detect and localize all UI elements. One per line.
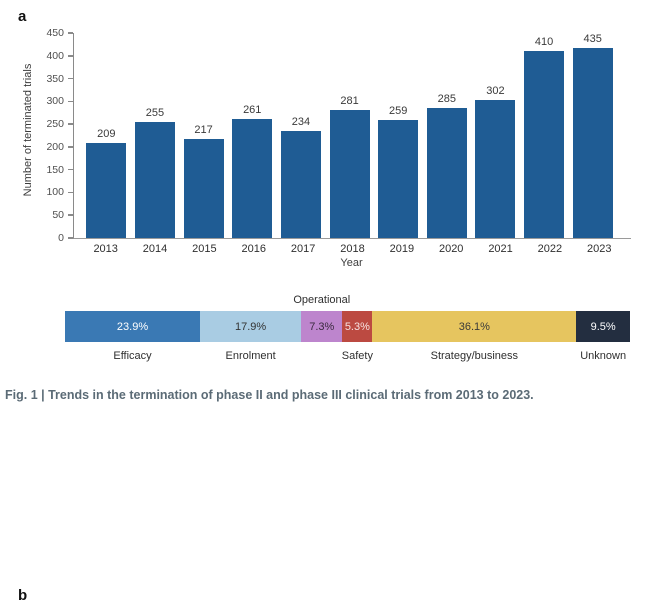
bar-slot: 255 <box>131 33 180 238</box>
x-tick-label: 2016 <box>241 243 266 255</box>
bar <box>524 51 565 238</box>
bar-slot: 234 <box>277 33 326 238</box>
segment-label: Safety <box>341 350 373 362</box>
panel-a-label: a <box>18 8 27 25</box>
tick-mark <box>68 237 73 239</box>
bar-slot: 285 <box>422 33 471 238</box>
bar-value-label: 281 <box>340 95 359 107</box>
bar-slot: 261 <box>228 33 277 238</box>
segment-label: Enrolment <box>225 350 276 362</box>
tick-mark <box>68 191 73 194</box>
x-tick-label: 2020 <box>438 243 464 255</box>
bar-slot: 281 <box>325 33 374 238</box>
x-tick-label: 2022 <box>537 243 563 255</box>
y-tick-label: 450 <box>46 27 64 39</box>
bar <box>280 131 321 238</box>
plot-area: 0 50 100 150 200 250 300 350 400 450 209 255 217 261… <box>46 27 631 244</box>
x-tick-label: 2018 <box>340 243 365 255</box>
y-tick-label: 350 <box>46 72 64 85</box>
x-tick-label: 2013 <box>93 243 118 255</box>
bar-slot: 259 <box>374 33 423 238</box>
terminated-trials-bar-chart: a Number of terminated trials 0 50 100 150 2… <box>0 0 650 275</box>
segment-label: Strategy/business <box>430 350 519 362</box>
stack-segment: 36.1% <box>372 311 577 342</box>
stack-segment: 7.3% <box>301 311 343 342</box>
bar-slot: 302 <box>471 33 520 238</box>
bar-value-label: 435 <box>583 33 602 45</box>
tick-mark <box>68 214 73 216</box>
bar-slot: 209 <box>82 33 131 238</box>
bar <box>232 119 273 238</box>
stack-segment: 9.5% <box>576 311 630 342</box>
x-tick-label: 2014 <box>142 243 168 255</box>
bar <box>378 120 419 238</box>
segment-label: Efficacy <box>113 350 152 362</box>
bar <box>329 110 370 238</box>
bar-value-label: 259 <box>388 105 408 118</box>
y-tick-label: 400 <box>46 49 64 62</box>
y-tick-label: 250 <box>46 118 64 131</box>
x-tick-label: 2015 <box>192 243 217 255</box>
bar-value-label: 255 <box>145 106 165 119</box>
tick-mark <box>68 77 73 80</box>
x-tick-label: 2017 <box>290 243 316 255</box>
bar <box>134 121 175 238</box>
y-tick-label: 300 <box>46 95 64 108</box>
bar-value-label: 285 <box>437 93 456 106</box>
y-tick-label: 150 <box>46 163 64 176</box>
figure-caption: Fig. 1 | Trends in the termination of ph… <box>5 388 534 402</box>
stack-segment: 17.9% <box>200 311 302 342</box>
x-axis-ticks: 2013 2014 2015 2016 2017 2018 2019 2020 2021 2022… <box>81 243 624 255</box>
tick-mark <box>68 146 73 148</box>
bar-value-label: 209 <box>97 127 116 140</box>
tick-mark <box>68 32 73 34</box>
tick-mark <box>68 123 73 125</box>
bar <box>183 139 224 238</box>
stack-segment: 23.9% <box>65 311 201 342</box>
bar-slot: 435 <box>568 33 617 238</box>
bar-value-label: 234 <box>291 116 311 129</box>
bar <box>475 100 516 238</box>
bar-value-label: 261 <box>243 104 262 117</box>
bar-slot: 410 <box>520 33 569 238</box>
termination-reasons-stacked-bar: b Efficacy Enrolment Operational Safety Stra… <box>0 290 650 604</box>
bar-value-label: 217 <box>194 124 213 137</box>
tick-mark <box>68 100 73 103</box>
y-tick-label: 100 <box>46 186 64 199</box>
bar-value-label: 302 <box>486 85 505 98</box>
bar-slot: 217 <box>179 33 228 238</box>
bar-series: 209 255 217 261 234 281 259 285 302 410 435 <box>82 33 617 238</box>
y-tick-label: 0 <box>58 232 64 244</box>
bar <box>426 108 467 238</box>
x-tick-label: 2019 <box>389 243 415 255</box>
segment-label: Unknown <box>580 350 627 362</box>
segment-label: Operational <box>293 294 351 306</box>
panel-b-label: b <box>18 587 28 604</box>
x-tick-label: 2021 <box>488 243 513 255</box>
stack-segment: 5.3% <box>342 311 373 342</box>
bar-value-label: 410 <box>534 36 554 49</box>
x-axis-label: Year <box>340 257 363 269</box>
y-tick-label: 50 <box>52 209 64 222</box>
y-tick-label: 200 <box>46 140 64 153</box>
bar <box>572 48 613 238</box>
stacked-bar: 23.9% 17.9% 7.3% 5.3% 36.1% 9.5% <box>65 311 630 342</box>
tick-mark <box>68 55 73 57</box>
bar <box>86 142 127 238</box>
x-tick-label: 2023 <box>587 243 612 255</box>
tick-mark <box>68 168 73 171</box>
